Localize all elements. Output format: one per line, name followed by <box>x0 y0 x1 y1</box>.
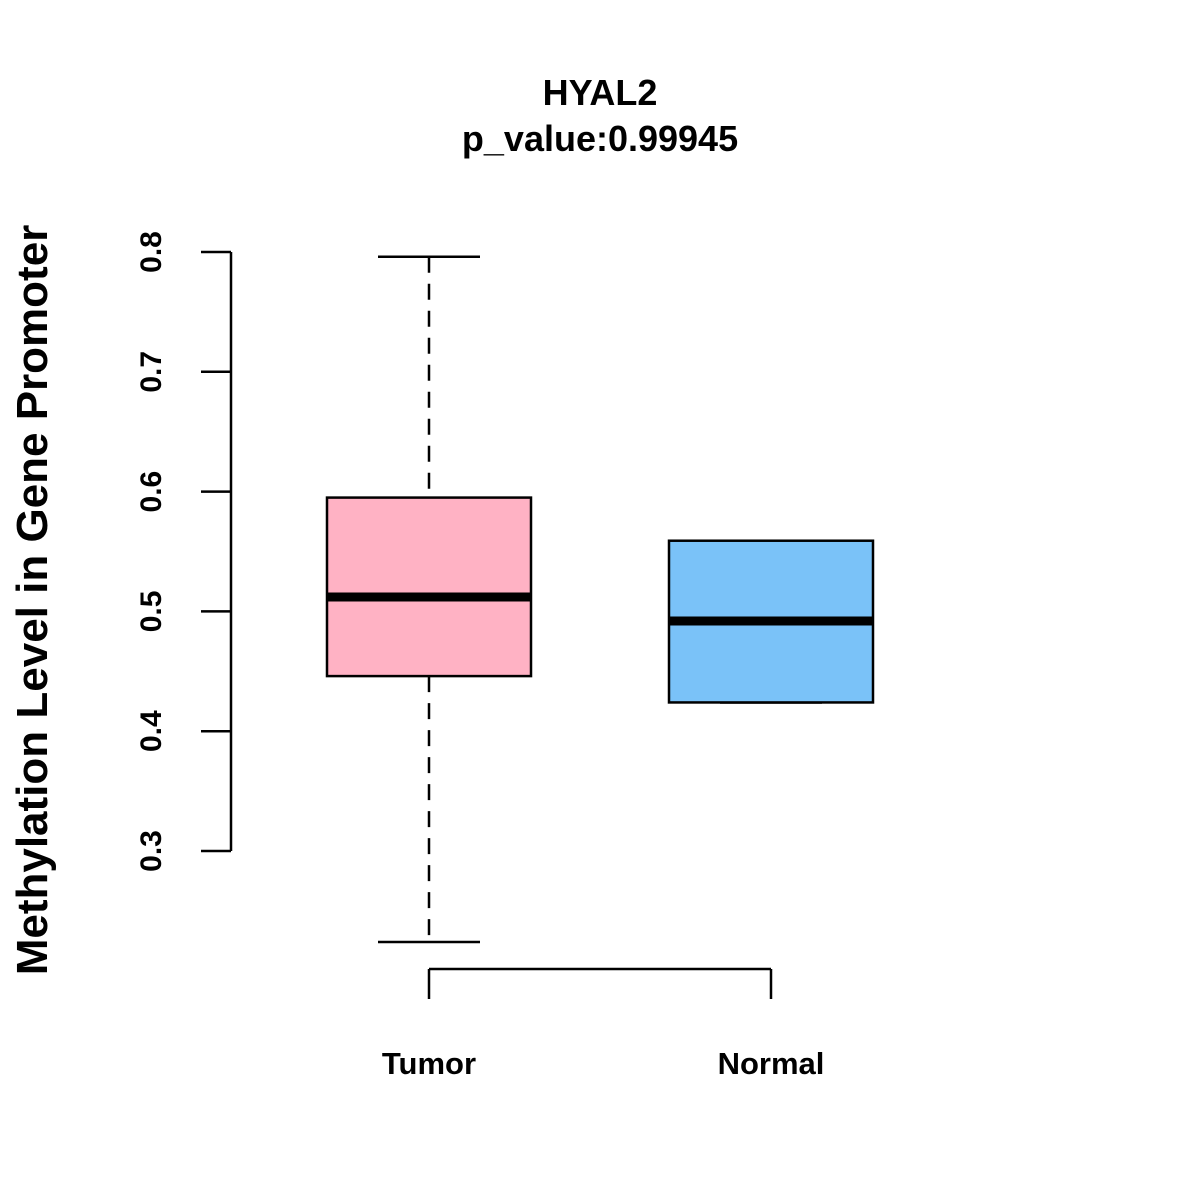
x-tick-label: Tumor <box>382 1046 476 1081</box>
box-normal <box>667 539 875 704</box>
iqr-box <box>325 496 533 678</box>
x-axis: Tumor Normal <box>382 967 825 1081</box>
y-tick-label: 0.4 <box>135 710 168 752</box>
box-tumor <box>325 255 533 944</box>
y-axis-label: Methylation Level in Gene Promoter <box>8 225 57 976</box>
chart-title: HYAL2 <box>543 72 658 113</box>
chart-subtitle: p_value:0.99945 <box>462 118 738 159</box>
y-tick-label: 0.5 <box>135 591 168 633</box>
x-tick-label: Normal <box>718 1046 825 1081</box>
plot-boxes <box>325 255 875 944</box>
y-tick-label: 0.8 <box>135 231 168 273</box>
y-tick-label: 0.7 <box>135 351 168 393</box>
y-tick-label: 0.6 <box>135 471 168 513</box>
y-axis: 0.3 0.4 0.5 0.6 0.7 0.8 <box>135 231 233 872</box>
y-tick-label: 0.3 <box>135 830 168 872</box>
